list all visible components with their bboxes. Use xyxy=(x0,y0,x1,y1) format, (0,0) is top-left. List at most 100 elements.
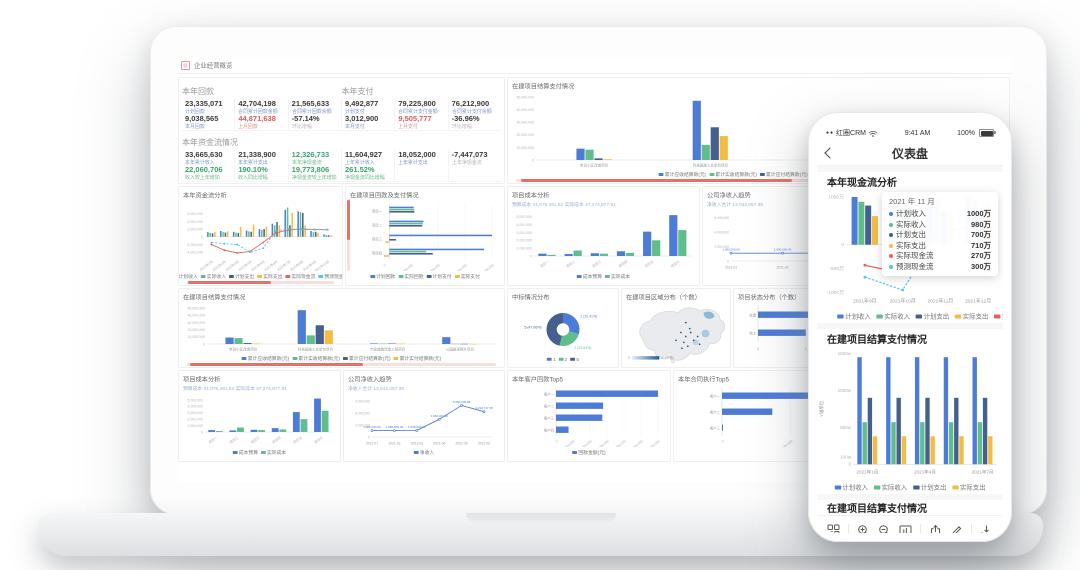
v-scrollbar[interactable] xyxy=(347,199,350,271)
kpi-label-link[interactable]: 收入同比增幅 xyxy=(238,174,269,180)
cost-bar-chart[interactable]: 预算成本 41,075,461.52 实际成本 47,274,877.91 5,0… xyxy=(512,201,695,282)
kpi-label-link[interactable]: 净现金流较上年增加 xyxy=(291,174,337,180)
kpi-label-link[interactable]: 净现金流同比增幅 xyxy=(344,174,385,180)
settlement-bar-chart[interactable]: 1500w 1000w 500w 100w 0 Y轴单位 2021年1月 2021年4月 202… xyxy=(818,347,1001,494)
kpi-label-link[interactable]: 合同累计支付余额 xyxy=(451,108,492,114)
legend-item[interactable]: 实际收入 xyxy=(876,312,910,321)
svg-text:80,000,000: 80,000,000 xyxy=(480,263,495,271)
legend-item[interactable]: 实际回款 xyxy=(398,273,424,280)
edit-icon[interactable] xyxy=(950,524,963,533)
legend-item[interactable]: 计划支付 xyxy=(426,273,452,280)
legend-item[interactable]: 成本预算 xyxy=(232,449,258,456)
legend-item[interactable]: 累计实收结算款(元) xyxy=(292,355,340,362)
kpi-label-link[interactable]: 上月支付 xyxy=(398,123,419,129)
net-income-line-chart[interactable]: 净收入合计 13,042,057.35 6,000,000 4,000,000 2,0… xyxy=(348,385,500,458)
mini-bar-panel-icon[interactable] xyxy=(899,524,912,533)
legend-item[interactable]: 计划支出 xyxy=(229,273,254,280)
legend-item[interactable]: 实际成本 xyxy=(605,273,630,280)
kpi-label-link[interactable]: 计划支付 xyxy=(344,108,365,114)
settlement-bar-chart[interactable]: 50,000,000 40,000,000 30,000,000 20,000,000… xyxy=(183,303,500,364)
h-scrollbar[interactable] xyxy=(187,363,496,366)
kpi-label-link[interactable]: 收入较上年增加 xyxy=(185,174,220,180)
project-hbar-chart[interactable]: 0 20,000,000 40,000,000 60,000,000 80,000,00… xyxy=(350,201,500,282)
collection-top5-hbar-chart[interactable]: 0 1,000,000 2,000,000 3,000,000 4,000,000 5,0… xyxy=(512,385,666,458)
chart-plot-area[interactable]: 50,000,000 40,000,000 30,000,000 20,000,000… xyxy=(183,303,500,353)
kpi-label-link[interactable]: 上月回款 xyxy=(238,123,259,129)
legend-item[interactable]: 回款金额(元) xyxy=(572,449,606,456)
kpi-label-link[interactable]: 上年累计收入 xyxy=(344,159,375,165)
legend-item[interactable]: 5 xyxy=(570,356,579,362)
kpi-label-link[interactable]: 本年累计收入 xyxy=(185,159,215,165)
legend-item[interactable]: 成本预算 xyxy=(576,273,602,280)
legend-item[interactable]: 累计应收结算款(元) xyxy=(658,171,706,178)
kpi-label-link[interactable]: 合同累计支付金额 xyxy=(398,108,438,114)
legend-item[interactable]: 实际支付 xyxy=(454,273,480,280)
chart-plot-area[interactable]: 5,000,000 4,000,000 3,000,000 2,000,000 1,00… xyxy=(183,391,336,447)
legend-item[interactable]: 实际成本 xyxy=(261,449,286,456)
kpi-cell: 23,335,071 计划回款 xyxy=(182,99,234,114)
svg-text:10,000,000: 10,000,000 xyxy=(187,335,205,339)
kpi-label-link[interactable]: 本年累计支出 xyxy=(238,159,269,165)
svg-text:项目一: 项目一 xyxy=(539,259,550,268)
kpi-label-link[interactable]: 计划回款 xyxy=(185,108,205,114)
legend-item[interactable]: 实际支出 xyxy=(257,273,282,280)
kpi-label-link[interactable]: 本月回款 xyxy=(185,123,205,129)
chart-plot-area[interactable]: 0 20,000,000 40,000,000 60,000,000 80,000,00… xyxy=(350,201,500,276)
kpi-label-link[interactable]: 上年净现金流 xyxy=(451,159,482,165)
chart-plot-area[interactable]: 1 (29.41%) 2 (23.53%) 5 (47.06%) xyxy=(512,303,614,354)
svg-text:2,000,000: 2,000,000 xyxy=(187,418,203,422)
svg-text:0: 0 xyxy=(721,439,725,443)
chart-plot-area[interactable]: 5,000,000 4,000,000 3,000,000 2,000,000 1,00… xyxy=(512,207,695,271)
legend-item[interactable]: 计划回款 xyxy=(370,273,395,280)
h-scrollbar[interactable] xyxy=(187,281,334,284)
legend-item[interactable]: 实际收入 xyxy=(873,483,907,492)
svg-text:2021-05: 2021-05 xyxy=(456,442,468,446)
legend-item[interactable]: 实际收入 xyxy=(200,273,226,280)
legend-item[interactable]: 计划收入 xyxy=(179,273,198,280)
phone-cashflow-chart[interactable]: 1000万 0 -500万 -1000万 2021年9月 2021年10月 2021年11月… xyxy=(817,190,1003,323)
chart-plot-area[interactable]: 6,000,000 4,000,000 2,000,000 0 -2,000,000 -4… xyxy=(183,201,338,273)
back-chevron-icon[interactable] xyxy=(824,147,836,159)
kpi-label-link[interactable]: 环比增幅 xyxy=(291,123,312,129)
legend-item[interactable]: 累计应付结算款(元) xyxy=(760,171,808,178)
grid-icon[interactable] xyxy=(827,524,840,533)
download-icon[interactable] xyxy=(980,524,993,533)
kpi-label-link[interactable]: 环比增幅 xyxy=(451,123,472,129)
cashflow-combo-chart[interactable]: 6,000,000 4,000,000 2,000,000 0 -2,000,000 -4… xyxy=(179,201,342,282)
zoom-out-icon[interactable] xyxy=(878,524,891,533)
legend-item[interactable]: 净收入 xyxy=(413,449,434,456)
china-map[interactable]: 0 4（个数） xyxy=(626,303,726,364)
kpi-label-link[interactable]: 上年累计支出 xyxy=(398,159,429,165)
legend-item[interactable]: 计划支出 xyxy=(915,312,949,321)
kpi-label-link[interactable]: 合同累计回款金额 xyxy=(238,108,279,114)
legend-item[interactable]: 计划收入 xyxy=(837,312,871,321)
phone-settlement-chart[interactable]: 1500w 1000w 500w 100w 0 Y轴单位 2021年1月 2021年4月 202… xyxy=(817,347,1003,494)
legend-item[interactable]: 实际支出 xyxy=(954,312,988,321)
legend-item[interactable]: 实际现金流 xyxy=(285,273,315,280)
svg-text:4,000,000: 4,000,000 xyxy=(355,411,370,415)
legend-item[interactable]: 累计应付结算款(元) xyxy=(343,355,391,362)
legend-item[interactable]: 计划支出 xyxy=(912,483,946,492)
legend-item[interactable]: 1 xyxy=(546,356,556,362)
kpi-label-link[interactable]: 本年净现金流 xyxy=(291,159,322,165)
chart-plot-area[interactable]: 6,000,000 4,000,000 2,000,000 0 1,080,000.00… xyxy=(348,391,500,447)
legend-item[interactable]: 计划收入 xyxy=(834,483,868,492)
cost-bar-chart[interactable]: 预算成本 41,075,461.52 实际成本 47,274,877.91 5,0… xyxy=(183,385,336,458)
legend-item[interactable]: 累计应收结算款(元) xyxy=(241,355,289,362)
kpi-label-link[interactable]: 合同累计回款余额 xyxy=(291,108,332,114)
legend-item[interactable]: 实际现金流 xyxy=(994,312,1003,321)
legend-item[interactable]: 累计实付结算款(元) xyxy=(393,355,441,362)
chart-plot-area[interactable]: 1500w 1000w 500w 100w 0 Y轴单位 2021年1月 2021年4月 202… xyxy=(818,347,1001,481)
chart-plot-area[interactable]: 0 1,000,000 2,000,000 3,000,000 4,000,000 5,0… xyxy=(512,385,666,451)
phone-toolbar xyxy=(817,515,1003,533)
legend-item[interactable]: 预测现金流 xyxy=(318,273,342,280)
h-scrollbar[interactable] xyxy=(516,179,1001,182)
bid-donut-chart[interactable]: 1 (29.41%) 2 (23.53%) 5 (47.06%) 1 2 5 xyxy=(512,303,614,364)
kpi-label-link[interactable]: 本月支付 xyxy=(344,123,365,129)
legend-item[interactable]: 实际支出 xyxy=(952,483,986,492)
legend-item[interactable]: 2 xyxy=(558,356,567,362)
zoom-in-icon[interactable] xyxy=(857,524,870,533)
chart-plot-area[interactable]: 0 4（个数） xyxy=(626,303,726,364)
share-icon[interactable] xyxy=(929,524,942,533)
legend-item[interactable]: 累计实收结算款(元) xyxy=(709,171,757,178)
